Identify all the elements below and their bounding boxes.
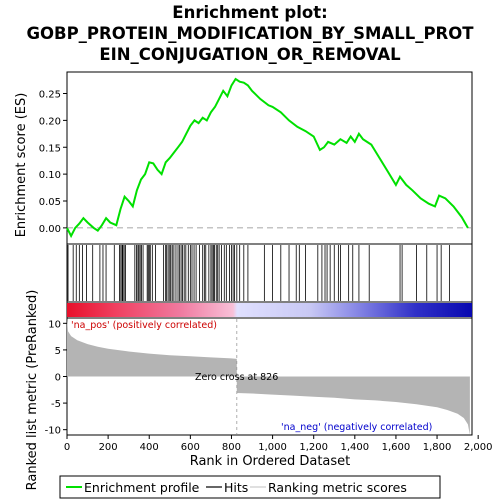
xtick-label: 600 <box>181 442 200 453</box>
xtick-label: 1,600 <box>382 442 411 453</box>
es-yaxis-label: Enrichment score (ES) <box>14 93 29 238</box>
legend-enrichment-profile: Enrichment profile <box>84 480 200 495</box>
neg-label: 'na_neg' (negatively correlated) <box>281 422 432 433</box>
xaxis: 0 200 400 600 800 1,000 1,200 1,400 1,600 1,800 2,… <box>64 435 493 453</box>
plot-title-line1: Enrichment plot: <box>172 3 327 22</box>
es-ytick-label: 0.20 <box>39 116 61 127</box>
plot-title-line2: GOBP_PROTEIN_MODIFICATION_BY_SMALL_PROT <box>26 24 474 43</box>
es-ytick-label: 0.15 <box>39 143 61 154</box>
es-ytick-label: 0.00 <box>39 224 61 235</box>
pos-label: 'na_pos' (positively correlated) <box>71 320 217 331</box>
plot-title-line3: EIN_CONJUGATION_OR_REMOVAL <box>99 45 401 64</box>
hits-panel-frame <box>66 243 473 303</box>
metric-area <box>67 318 470 435</box>
xtick-label: 0 <box>64 442 70 453</box>
hits-group <box>67 245 450 301</box>
metric-ytick-label: -10 <box>45 426 61 437</box>
es-line-group <box>66 77 469 239</box>
es-series-line <box>66 77 469 239</box>
legend-hits: Hits <box>224 480 248 495</box>
es-ytick-label: 0.25 <box>39 90 61 101</box>
xtick-label: 1,800 <box>423 442 452 453</box>
metric-group <box>67 318 470 435</box>
xtick-label: 1,400 <box>340 442 369 453</box>
metric-yaxis-label: Ranked list metric (PreRanked) <box>25 290 40 491</box>
metric-ytick-label: -5 <box>51 399 61 410</box>
es-panel-frame <box>66 71 473 245</box>
xtick-label: 1,000 <box>258 442 287 453</box>
es-yaxis: 0.00 0.05 0.10 0.15 0.20 0.25 <box>39 90 67 235</box>
legend-ranking-metric: Ranking metric scores <box>268 480 407 495</box>
xtick-label: 1,200 <box>299 442 328 453</box>
es-ytick-label: 0.10 <box>39 170 61 181</box>
xtick-label: 800 <box>222 442 241 453</box>
xtick-label: 200 <box>99 442 118 453</box>
rank-colorbar <box>67 303 472 317</box>
xtick-label: 400 <box>140 442 159 453</box>
xtick-label: 2,000 <box>464 442 493 453</box>
metric-ytick-label: 10 <box>48 319 61 330</box>
xaxis-label: Rank in Ordered Dataset <box>190 454 351 469</box>
es-ytick-label: 0.05 <box>39 197 61 208</box>
metric-ytick-label: 5 <box>55 346 61 357</box>
metric-yaxis: -10 -5 0 5 10 <box>45 319 67 437</box>
zero-cross-label: Zero cross at 826 <box>195 372 278 383</box>
metric-ytick-label: 0 <box>55 373 61 384</box>
